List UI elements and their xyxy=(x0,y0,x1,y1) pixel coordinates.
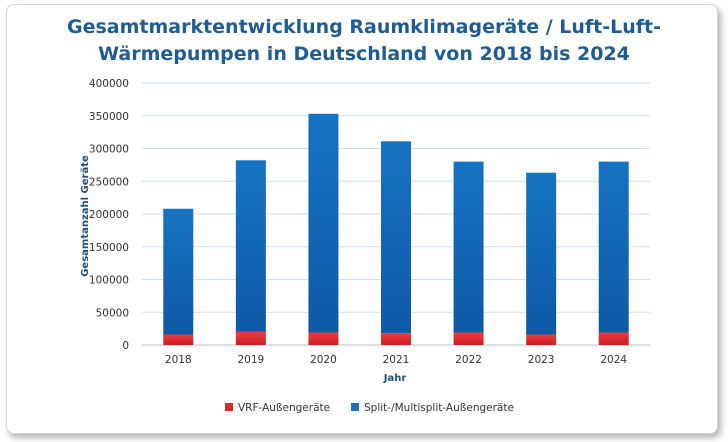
x-tick-label-2023: 2023 xyxy=(528,354,555,366)
y-tick-label-250000: 250000 xyxy=(89,176,129,188)
bar-split-2020 xyxy=(308,113,339,333)
y-tick-label-50000: 50000 xyxy=(96,307,129,319)
legend-label-split: Split-/Multisplit-Außengeräte xyxy=(364,402,514,414)
bar-vrf-2018 xyxy=(163,334,194,345)
bar-vrf-2022 xyxy=(453,332,484,345)
bar-vrf-2020 xyxy=(308,332,339,345)
y-tick-label-150000: 150000 xyxy=(89,242,129,254)
y-tick-label-400000: 400000 xyxy=(89,78,129,90)
x-tick-label-2019: 2019 xyxy=(237,354,264,366)
x-tick-label-2024: 2024 xyxy=(600,354,627,366)
bar-split-2021 xyxy=(381,141,411,334)
y-axis-ticks: 0 50000 100000 150000 200000 250000 300000 3500… xyxy=(89,78,129,352)
bar-vrf-2023 xyxy=(526,334,557,345)
bar-vrf-2024 xyxy=(598,332,629,345)
bar-vrf-2019 xyxy=(235,331,266,345)
y-tick-label-0: 0 xyxy=(122,340,129,352)
legend: VRF-Außengeräte Split-/Multisplit-Außenge… xyxy=(225,402,514,414)
legend-swatch-vrf xyxy=(225,403,233,411)
y-axis-label: Gesamtanzahl Geräte xyxy=(80,155,91,277)
legend-swatch-split xyxy=(351,403,359,411)
x-axis-ticks: 2018 2019 2020 2021 2022 2023 2024 xyxy=(165,354,627,366)
bar-split-2019 xyxy=(235,160,266,332)
chart-title-line-2: Wärmepumpen in Deutschland von 2018 bis … xyxy=(98,43,630,65)
chart-title-line-1: Gesamtmarktentwicklung Raumklimageräte /… xyxy=(66,16,662,38)
legend-label-vrf: VRF-Außengeräte xyxy=(238,402,330,414)
x-tick-label-2020: 2020 xyxy=(310,354,337,366)
bars xyxy=(163,113,629,345)
y-tick-label-100000: 100000 xyxy=(89,275,129,287)
bar-split-2024 xyxy=(598,161,629,333)
x-axis-label: Jahr xyxy=(383,373,407,384)
y-tick-label-300000: 300000 xyxy=(89,144,129,156)
x-tick-label-2021: 2021 xyxy=(383,354,410,366)
y-tick-label-200000: 200000 xyxy=(89,209,129,221)
y-tick-label-350000: 350000 xyxy=(89,111,129,123)
chart-title: Gesamtmarktentwicklung Raumklimageräte /… xyxy=(0,14,728,68)
bar-split-2022 xyxy=(453,161,484,333)
x-tick-label-2022: 2022 xyxy=(455,354,482,366)
bar-split-2023 xyxy=(526,172,557,335)
bar-split-2018 xyxy=(163,208,194,335)
x-tick-label-2018: 2018 xyxy=(165,354,192,366)
bar-vrf-2021 xyxy=(381,333,411,345)
